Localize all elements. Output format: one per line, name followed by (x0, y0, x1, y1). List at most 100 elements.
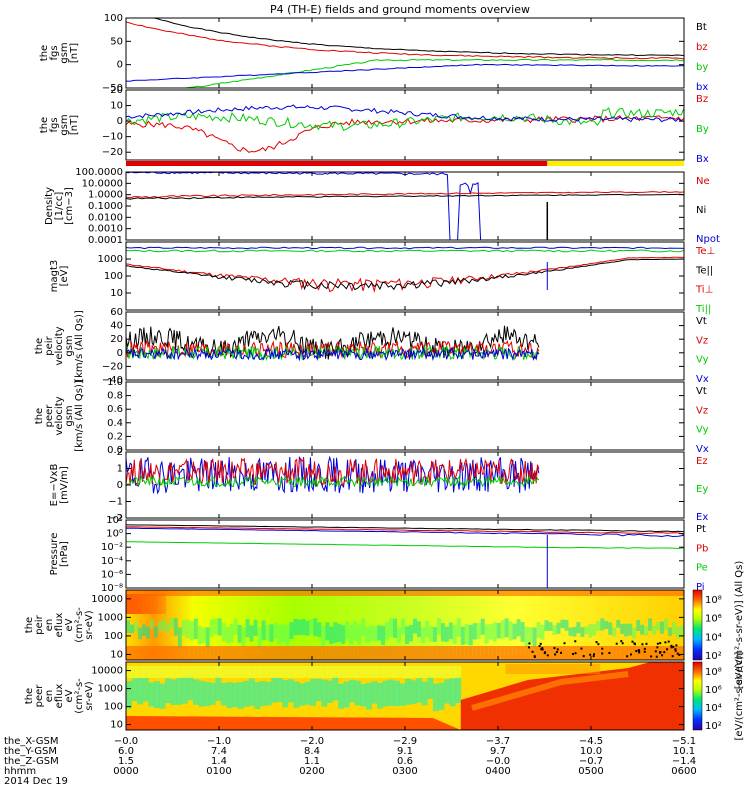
ytick-label: 0.8 (107, 391, 123, 402)
ylabel-temp: magt3[eV] (49, 260, 70, 293)
legend-Vy: Vy (696, 355, 709, 366)
xaxis-value: −3.7 (486, 736, 510, 747)
ytick-label: −10 (102, 132, 123, 143)
ytick-label: 10000 (91, 594, 123, 605)
xaxis-value: −0.7 (579, 756, 603, 767)
ytick-label: 100 (104, 271, 123, 282)
colorbar-tick-label: 10² (705, 651, 722, 662)
xaxis-row-label: the_X-GSM (4, 736, 58, 747)
ytick-label: 1.0 (107, 377, 123, 388)
lines-fgs2 (125, 104, 685, 153)
ytick-label: 10 (110, 720, 123, 731)
series-line (125, 107, 685, 131)
colorbar-tick-label: 10⁸ (705, 595, 722, 606)
legend-Bz: Bz (696, 94, 708, 105)
spectrogram-ispec (126, 590, 685, 660)
ytick-label: 20 (110, 334, 123, 345)
xaxis-value: 0100 (206, 766, 231, 777)
xaxis-value: 1.1 (304, 756, 320, 767)
series-line (126, 541, 685, 550)
colorbar-espec (692, 661, 703, 731)
legend-Bt: Bt (696, 22, 707, 33)
xaxis-value: 10.1 (673, 746, 695, 757)
series-line (126, 17, 685, 57)
series-line (125, 474, 540, 489)
ytick-label: 10⁰ (106, 529, 123, 540)
xaxis-value: 0200 (299, 766, 324, 777)
xaxis-value: 0600 (671, 766, 696, 777)
colorbar-tick-label: 10⁴ (705, 632, 722, 643)
series-line (126, 58, 685, 89)
ytick-label: −1 (108, 497, 123, 508)
colorbar-tick-label: 10⁶ (705, 685, 722, 696)
xaxis-value: −0.0 (486, 756, 510, 767)
ytick-label: −40 (102, 375, 123, 386)
xaxis-value: 0000 (113, 766, 138, 777)
legend-By: By (696, 124, 709, 135)
legend-Ni: Ni (696, 205, 706, 216)
legend-by: by (696, 62, 708, 73)
series-line (125, 344, 540, 362)
xaxis-value: −2.9 (393, 736, 417, 747)
series-line (125, 246, 685, 250)
legend-Te⊥: Te⊥ (695, 246, 715, 257)
ytick-label: 10⁻² (101, 542, 123, 553)
frame-temp (125, 241, 685, 311)
frame-fgs2 (125, 89, 685, 161)
ytick-label: 0.0100 (88, 212, 123, 223)
series-line (125, 258, 684, 291)
panel-dens: Density[1/cc][cm−3] Ne Ni Npot 100.000010.00… (44, 167, 720, 246)
ytick-label: 10⁻⁶ (101, 569, 123, 580)
colorbar-label-espec: [eV/(cm²-s-sr-eV)] (734, 651, 745, 740)
ytick-label: 100 (104, 631, 123, 642)
ytick-label: 20 (110, 85, 123, 96)
series-line (125, 21, 685, 60)
xaxis-value: 9.1 (397, 746, 413, 757)
ytick-label: 10 (110, 649, 123, 660)
legend-Vy: Vy (696, 425, 709, 436)
ytick-label: −2 (108, 513, 123, 524)
xaxis-value: 0400 (485, 766, 510, 777)
ytick-label: 1000 (98, 254, 123, 265)
lines-efld (125, 455, 540, 495)
ytick-label: 100 (104, 13, 123, 24)
legend-Ex: Ex (696, 512, 708, 523)
legend-Pb: Pb (696, 543, 708, 554)
ytick-label: 2 (117, 447, 123, 458)
ytick-label: 10 (110, 101, 123, 112)
series-line (126, 527, 685, 538)
legend-Ez: Ez (696, 456, 708, 467)
ytick-label: 0.0001 (88, 235, 123, 246)
ylabel-fgs: thefgsgsm[nT] (39, 42, 80, 63)
ytick-label: 50 (110, 36, 123, 47)
lines-pres (125, 524, 685, 588)
ytick-label: 10⁻⁴ (101, 556, 123, 567)
panel-fgs: thefgsgsm[nT] Bt bz by bx 100 50 0 −50 (39, 13, 708, 94)
ytick-label: 10 (110, 288, 123, 299)
legend-bx: bx (696, 82, 708, 93)
legend-Ey: Ey (696, 484, 708, 495)
ytick-label: 100 (104, 702, 123, 713)
xaxis-value: 0.6 (397, 756, 413, 767)
panel-vi: thepeirvelocitygsm[km/s (All Qs)] Vt Vz Vy V… (34, 307, 709, 386)
legend-Pe: Pe (696, 563, 708, 574)
legend-Pt: Pt (696, 524, 706, 535)
ylabel-ve: thepeervelocitygsm[km/s (All Qs)] (34, 380, 85, 452)
panel-ve: thepeervelocitygsm[km/s (All Qs)] Vt Vz Vy V… (34, 377, 709, 456)
legend-Vt: Vt (696, 386, 707, 397)
ylabel-pres: Pressure[nPa] (49, 533, 70, 576)
legend-Ti⊥: Ti⊥ (695, 285, 713, 296)
panel-pres: Pressure[nPa] Pt Pb Pe Pi 10² 10⁰ 10⁻² 10⁻⁴ 10⁻⁶ 1… (49, 515, 708, 594)
legend-Ti||: Ti|| (695, 304, 711, 315)
panel-fgs2: thefgsgsm[nT] Bz By Bx 20 10 0 −10 −20 (39, 85, 709, 166)
xaxis-value: 1.4 (211, 756, 227, 767)
ytick-label: 10⁻⁸ (101, 583, 123, 594)
ytick-label: 60 (110, 307, 123, 318)
legend-Npot: Npot (696, 234, 720, 245)
series-line (125, 457, 540, 487)
series-line (125, 249, 685, 253)
ytick-label: 1.0000 (88, 190, 123, 201)
ytick-label: 10000 (91, 666, 123, 677)
